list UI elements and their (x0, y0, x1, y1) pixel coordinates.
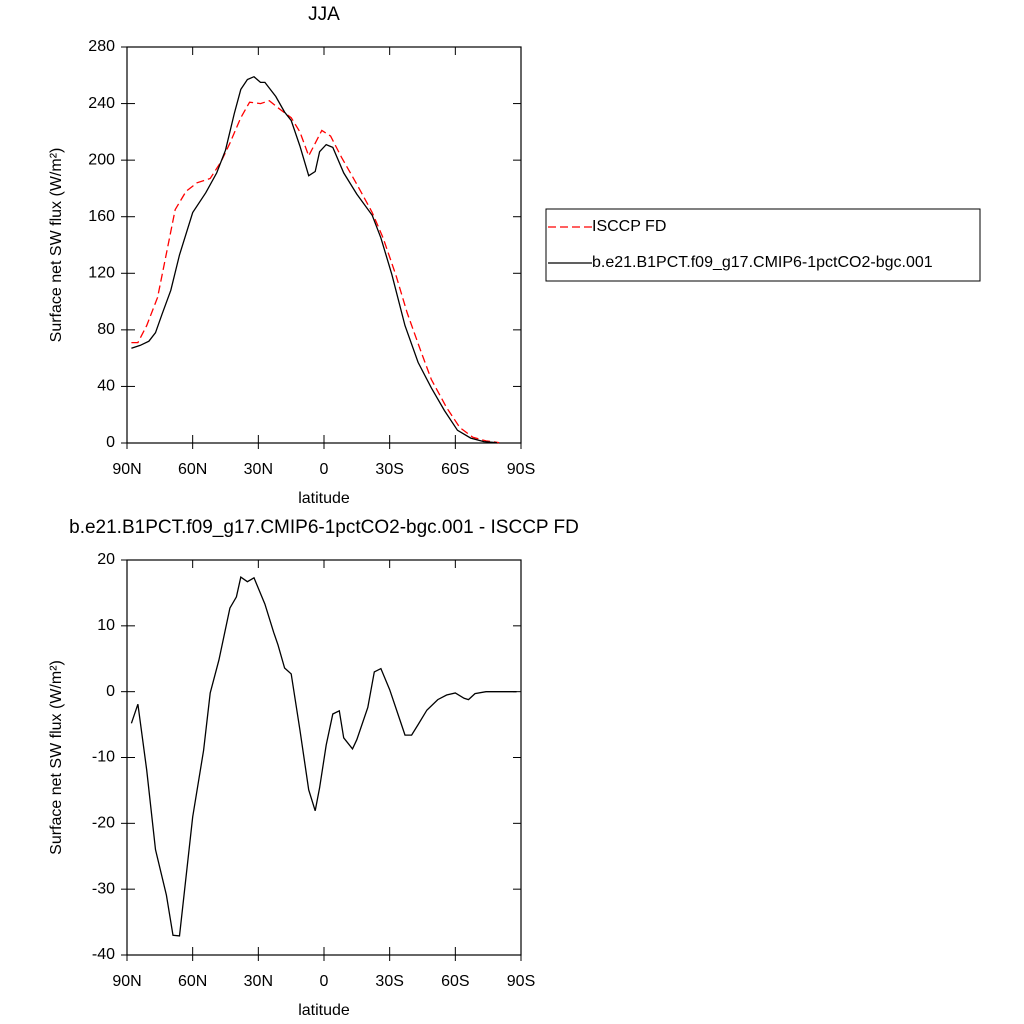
y-tick-label: -20 (92, 815, 115, 832)
y-tick-label: 80 (97, 321, 115, 338)
x-tick-label: 60N (178, 461, 207, 478)
x-tick-label: 60N (178, 973, 207, 990)
y-tick-label: -10 (92, 749, 115, 766)
x-tick-label: 60S (441, 461, 469, 478)
x-tick-label: 30N (244, 973, 273, 990)
x-tick-label: 90S (507, 973, 535, 990)
y-axis-label: Surface net SW flux (W/m²) (48, 148, 65, 343)
y-tick-label: 160 (88, 208, 115, 225)
y-tick-label: -30 (92, 880, 115, 897)
data-line (131, 75, 497, 444)
chart-title: b.e21.B1PCT.f09_g17.CMIP6-1pctCO2-bgc.00… (69, 517, 579, 538)
legend-label: b.e21.B1PCT.f09_g17.CMIP6-1pctCO2-bgc.00… (592, 254, 933, 271)
y-tick-label: 120 (88, 265, 115, 282)
y-tick-label: 0 (106, 683, 115, 700)
x-tick-label: 60S (441, 973, 469, 990)
x-tick-label: 90N (112, 973, 141, 990)
y-tick-label: 280 (88, 38, 115, 55)
x-axis-label: latitude (298, 490, 350, 507)
y-tick-label: 200 (88, 151, 115, 168)
y-tick-label: 10 (97, 617, 115, 634)
x-axis-label: latitude (298, 1002, 350, 1019)
x-tick-label: 30S (375, 461, 403, 478)
x-tick-label: 0 (320, 461, 329, 478)
plot-frame (126, 46, 522, 444)
y-axis-label: Surface net SW flux (W/m²) (48, 660, 65, 855)
y-tick-label: -40 (92, 946, 115, 963)
x-tick-label: 0 (320, 973, 329, 990)
y-tick-label: 20 (97, 551, 115, 568)
x-tick-label: 90N (112, 461, 141, 478)
x-tick-label: 30S (375, 973, 403, 990)
legend-label: ISCCP FD (592, 218, 666, 235)
legend-box (545, 208, 981, 282)
x-tick-label: 90S (507, 461, 535, 478)
chart-title: JJA (308, 4, 340, 25)
y-tick-label: 40 (97, 378, 115, 395)
data-line (131, 99, 500, 444)
x-tick-label: 30N (244, 461, 273, 478)
y-tick-label: 240 (88, 95, 115, 112)
plot-frame (126, 559, 522, 956)
data-line (130, 576, 517, 937)
y-tick-label: 0 (106, 434, 115, 451)
